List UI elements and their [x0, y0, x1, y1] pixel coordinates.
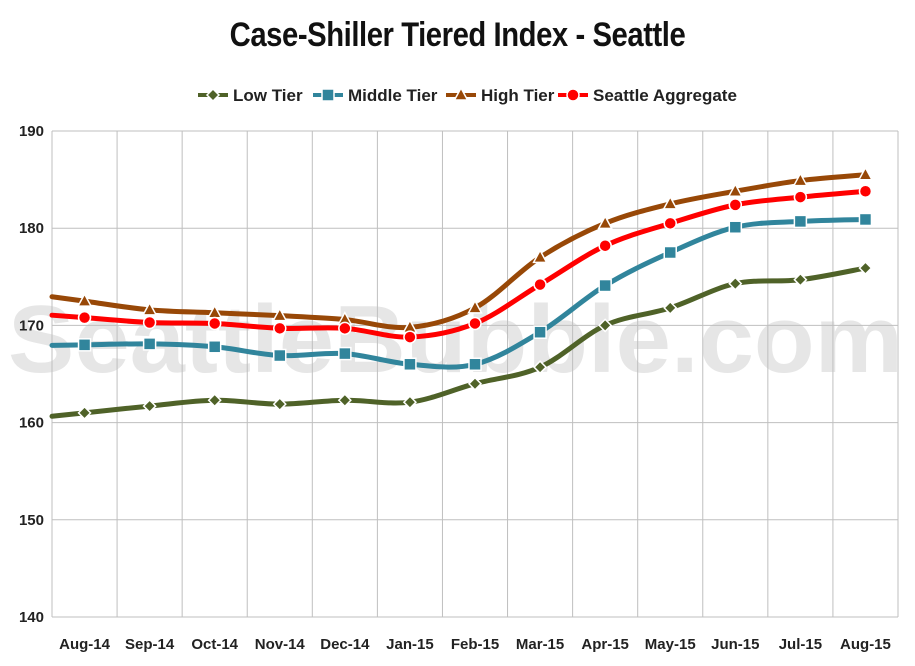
y-tick-label: 190: [19, 123, 44, 140]
data-point-high-tier: [76, 292, 93, 307]
data-point-low-tier: [858, 260, 873, 276]
legend-item-seattle-aggregate: Seattle Aggregate: [558, 86, 737, 105]
data-point-seattle-aggregate: [77, 310, 92, 325]
data-point-middle-tier: [858, 212, 873, 227]
data-point-seattle-aggregate: [207, 316, 222, 331]
data-point-high-tier: [467, 299, 483, 314]
y-tick-label: 180: [19, 220, 44, 237]
data-point-high-tier: [272, 307, 288, 322]
x-tick-label: Jan-15: [386, 636, 434, 653]
x-tick-label: Oct-14: [191, 636, 238, 653]
data-point-middle-tier: [142, 337, 157, 351]
data-point-middle-tier: [663, 245, 677, 260]
x-tick-label: Dec-14: [320, 636, 370, 653]
data-point-middle-tier: [793, 214, 808, 229]
data-point-low-tier: [728, 276, 743, 291]
data-point-middle-tier: [273, 348, 287, 363]
data-point-seattle-aggregate: [858, 184, 873, 199]
data-point-low-tier: [402, 395, 417, 410]
legend-marker-icon: [205, 87, 221, 103]
legend-label: High Tier: [481, 86, 555, 105]
legend-marker-icon: [453, 86, 469, 101]
x-tick-label: Aug-15: [840, 636, 891, 653]
data-point-seattle-aggregate: [598, 238, 612, 253]
data-point-low-tier: [272, 397, 287, 412]
watermark: SeattleBubble.com: [8, 286, 903, 393]
data-point-low-tier: [337, 393, 352, 408]
x-tick-label: May-15: [645, 636, 696, 653]
grid-layer: [51, 130, 899, 618]
data-point-low-tier: [77, 405, 92, 420]
legend-item-middle-tier: Middle Tier: [313, 86, 438, 105]
axis-layer: 140 150 160 170 180 190 Aug-14 Sep-14 Oct-14 Nov-…: [19, 123, 891, 653]
data-point-high-tier: [532, 248, 548, 264]
data-point-low-tier: [142, 399, 157, 414]
data-point-middle-tier: [338, 346, 352, 361]
legend-item-low-tier: Low Tier: [198, 86, 303, 105]
data-point-middle-tier: [468, 357, 482, 372]
x-tick-label: Apr-15: [581, 636, 629, 653]
x-tick-label: Feb-15: [451, 636, 499, 653]
data-point-seattle-aggregate: [403, 330, 417, 344]
series-low-tier: [49, 260, 873, 420]
data-point-high-tier: [727, 182, 744, 198]
data-point-middle-tier: [207, 340, 222, 354]
series-layer: [49, 166, 874, 420]
data-point-low-tier: [207, 393, 222, 408]
x-tick-label: Jun-15: [711, 636, 759, 653]
x-tick-label: Nov-14: [255, 636, 306, 653]
data-point-seattle-aggregate: [663, 216, 677, 231]
data-point-seattle-aggregate: [468, 316, 482, 331]
data-point-middle-tier: [598, 278, 612, 293]
legend-label: Middle Tier: [348, 86, 438, 105]
data-point-high-tier: [792, 171, 809, 187]
data-point-low-tier: [467, 376, 483, 391]
series-line-high-tier: [49, 172, 868, 331]
data-point-low-tier: [663, 300, 678, 315]
y-tick-label: 160: [19, 415, 44, 432]
x-tick-label: Jul-15: [779, 636, 822, 653]
data-point-high-tier: [857, 166, 874, 181]
data-point-low-tier: [793, 272, 808, 287]
data-point-seattle-aggregate: [533, 277, 547, 292]
series-seattle-aggregate: [49, 184, 873, 344]
legend-item-high-tier: High Tier: [446, 86, 555, 105]
y-tick-label: 150: [19, 512, 44, 529]
legend-label: Seattle Aggregate: [593, 86, 737, 105]
x-tick-label: Aug-14: [59, 636, 110, 653]
data-point-middle-tier: [77, 338, 92, 352]
data-point-high-tier: [597, 214, 613, 230]
data-point-seattle-aggregate: [142, 315, 157, 330]
legend-marker-icon: [321, 88, 335, 102]
x-tick-label: Sep-14: [125, 636, 175, 653]
data-point-seattle-aggregate: [728, 198, 743, 212]
data-point-seattle-aggregate: [338, 321, 352, 336]
chart-title: Case-Shiller Tiered Index - Seattle: [229, 16, 686, 54]
data-point-seattle-aggregate: [273, 321, 287, 336]
data-point-middle-tier: [403, 357, 417, 372]
x-tick-label: Mar-15: [516, 636, 564, 653]
legend-label: Low Tier: [233, 86, 303, 105]
legend: Low Tier Middle Tier High Tier Seattle Aggr…: [198, 86, 737, 105]
data-point-seattle-aggregate: [793, 190, 808, 204]
y-tick-label: 140: [19, 609, 44, 626]
legend-marker-icon: [566, 88, 580, 102]
data-point-low-tier: [598, 318, 613, 333]
data-point-high-tier: [141, 301, 158, 316]
data-point-middle-tier: [533, 325, 547, 339]
series-middle-tier: [49, 212, 873, 372]
data-point-middle-tier: [728, 220, 743, 234]
data-point-high-tier: [662, 195, 678, 210]
y-tick-label: 170: [19, 317, 44, 334]
data-point-low-tier: [533, 360, 548, 375]
